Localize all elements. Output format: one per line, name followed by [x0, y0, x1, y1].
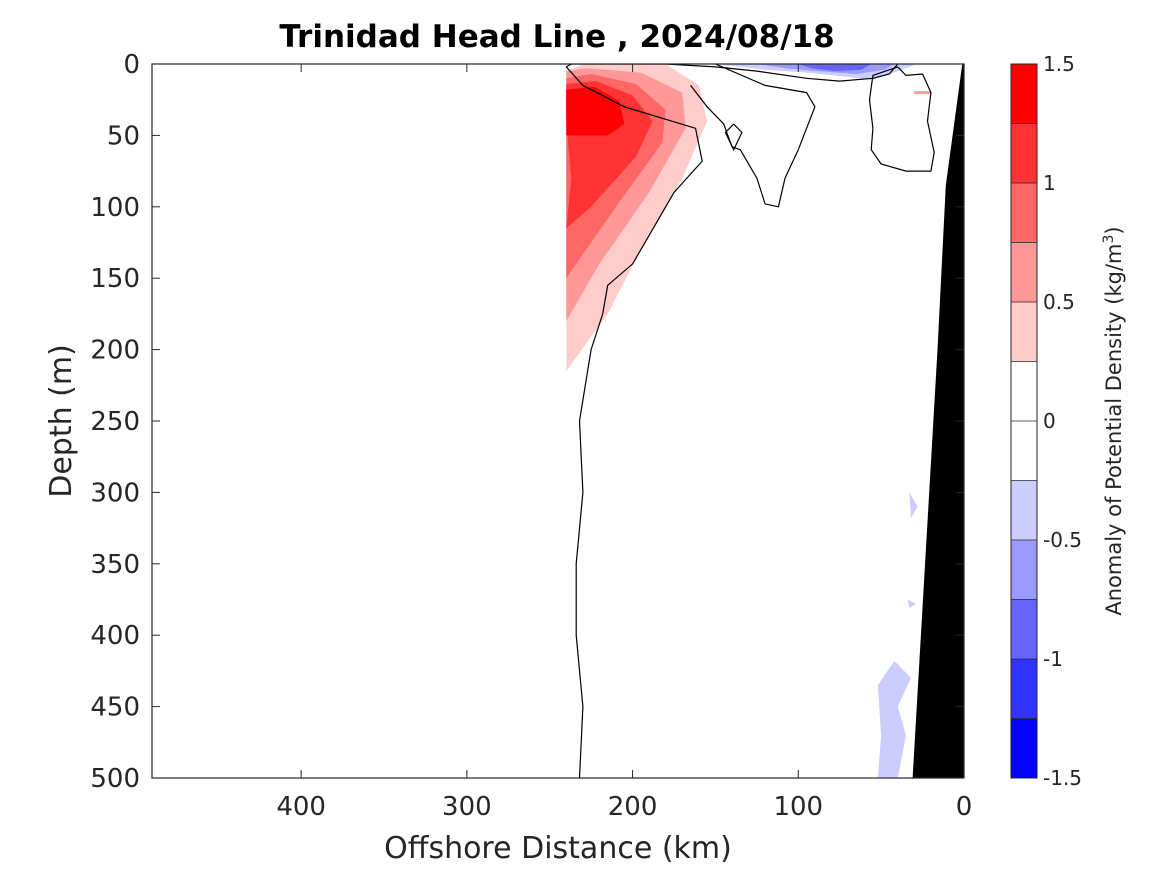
colorbar-tick-label: 0.5	[1043, 290, 1075, 314]
zero-contour-diamond	[724, 123, 743, 152]
y-axis: 0 50 100 150 200 250 300 350 400 450 500	[90, 50, 964, 794]
contour-region-positive-anomaly-nearshore-dot	[914, 91, 931, 94]
x-axis-label: Offshore Distance (km)	[384, 831, 732, 866]
zero-contour-offshore	[565, 66, 703, 778]
colorbar-swatch	[1011, 361, 1037, 421]
seafloor-layer	[912, 64, 964, 778]
contour-fill-layer	[566, 64, 931, 778]
y-tick-label: 50	[107, 121, 140, 151]
colorbar-tick-label: 0	[1043, 409, 1056, 433]
y-tick-label: 200	[90, 336, 140, 366]
colorbar-frame	[1010, 63, 1038, 779]
colorbar-tick-label: -1.5	[1043, 766, 1082, 790]
colorbar-label-superscript: 3	[1101, 235, 1117, 244]
x-tick-label: 300	[442, 792, 492, 822]
chart-title: Trinidad Head Line , 2024/08/18	[279, 19, 834, 55]
colorbar	[1010, 63, 1038, 779]
y-tick-label: 400	[90, 621, 140, 651]
colorbar-swatch	[1011, 183, 1037, 243]
colorbar-ticks: -1.5 -1 -0.5 0 0.5 1 1.5	[1043, 52, 1082, 790]
colorbar-swatch	[1011, 123, 1037, 183]
x-tick-label: 200	[608, 792, 658, 822]
x-axis: 400 300 200 100 0	[276, 64, 972, 822]
colorbar-tick-label: 1	[1043, 171, 1056, 195]
x-tick-label: 0	[956, 792, 973, 822]
y-tick-label: 500	[90, 764, 140, 794]
y-tick-label: 100	[90, 193, 140, 223]
y-axis-label: Depth (m)	[44, 344, 79, 498]
colorbar-tick-label: 1.5	[1043, 52, 1075, 76]
y-tick-label: 300	[90, 478, 140, 508]
y-tick-label: 250	[90, 407, 140, 437]
colorbar-swatch	[1011, 599, 1037, 659]
colorbar-swatch	[1011, 64, 1037, 124]
seafloor-bathymetry	[912, 64, 964, 778]
y-tick-label: 350	[90, 550, 140, 580]
colorbar-swatch	[1011, 480, 1037, 540]
zero-contour-eastern-lobe	[690, 64, 816, 208]
y-tick-label: 450	[90, 693, 140, 723]
colorbar-swatch	[1011, 242, 1037, 302]
contour-region-negative-anomaly-deep-0.25-c	[907, 599, 916, 609]
colorbar-label: Anomaly of Potential Density (kg/m3)	[1101, 226, 1126, 615]
contour-region-negative-anomaly-surface-0.75	[798, 64, 872, 72]
contour-region-negative-anomaly-deep-0.25-a	[877, 660, 911, 778]
colorbar-swatch	[1011, 302, 1037, 362]
colorbar-swatch	[1011, 540, 1037, 600]
zero-contour-layer	[565, 64, 935, 778]
colorbar-swatch	[1011, 421, 1037, 481]
colorbar-swatch	[1011, 659, 1037, 719]
y-tick-label: 0	[123, 50, 140, 80]
colorbar-tick-label: -1	[1043, 647, 1063, 671]
contour-region-negative-anomaly-deep-0.25-b	[909, 492, 918, 519]
colorbar-tick-label: -0.5	[1043, 528, 1082, 552]
x-tick-label: 400	[276, 792, 326, 822]
zero-contour-main	[565, 64, 899, 82]
colorbar-label-text: Anomaly of Potential Density (kg/m	[1102, 244, 1126, 616]
zero-contour-nearshore-loop	[868, 66, 935, 172]
plot-background	[152, 64, 964, 778]
colorbar-swatch	[1011, 718, 1037, 778]
y-tick-label: 150	[90, 264, 140, 294]
x-tick-label: 100	[773, 792, 823, 822]
colorbar-label-suffix: )	[1102, 226, 1126, 234]
